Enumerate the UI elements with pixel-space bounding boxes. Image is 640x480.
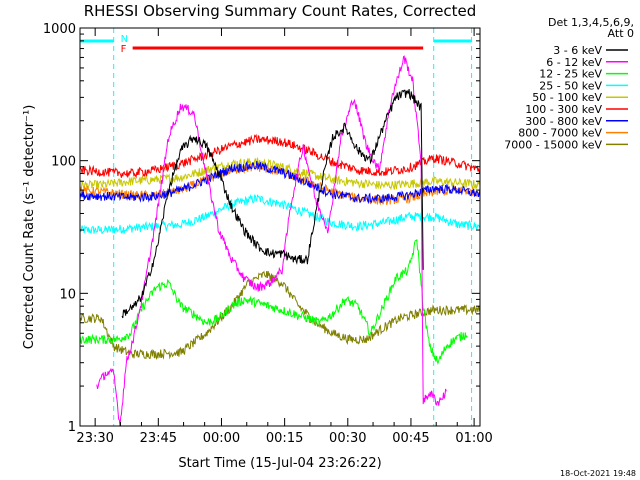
- axes: 23:30 23:45 00:00 00:15 00:30 00:45 01:00 1 10 10…: [43, 22, 493, 446]
- legend-label-0: 3 - 6 keV: [553, 44, 602, 57]
- y-tick-label-0: 1: [68, 420, 76, 435]
- plot-frame: [79, 27, 481, 427]
- y-tick-label-2: 100: [51, 155, 76, 170]
- y-axis-label: Corrected Count Rate (s⁻¹ detector⁻¹): [22, 105, 37, 350]
- series-line-4: [79, 157, 481, 191]
- x-tick-label-6: 01:00: [455, 431, 492, 446]
- series-lines: [79, 55, 481, 427]
- series-line-2: [79, 238, 468, 365]
- series-line-0: [121, 89, 424, 319]
- chart-title: RHESSI Observing Summary Count Rates, Co…: [84, 2, 477, 20]
- x-tick-label-3: 00:15: [266, 431, 303, 446]
- legend-label-8: 7000 - 15000 keV: [504, 138, 602, 151]
- legend-header-1: Att 0: [608, 27, 634, 40]
- x-tick-label-5: 00:45: [392, 431, 429, 446]
- series-line-8: [79, 270, 481, 360]
- x-axis-label: Start Time (15-Jul-04 23:26:22): [178, 456, 381, 471]
- legend-label-1: 6 - 12 keV: [546, 56, 602, 69]
- y-tick-label-1: 10: [59, 287, 76, 302]
- series-line-5: [79, 133, 481, 179]
- legend-label-3: 25 - 50 keV: [539, 79, 602, 92]
- x-tick-label-0: 23:30: [76, 431, 113, 446]
- legend-label-4: 50 - 100 keV: [532, 91, 602, 104]
- flag-bars: NF: [80, 34, 472, 55]
- series-line-6: [79, 160, 481, 205]
- legend-label-7: 800 - 7000 keV: [518, 127, 602, 140]
- x-tick-label-4: 00:30: [329, 431, 366, 446]
- series-line-1: [96, 55, 447, 427]
- timestamp-stamp: 18-Oct-2021 19:48: [560, 469, 636, 478]
- series-line-3: [79, 193, 481, 234]
- legend-label-2: 12 - 25 keV: [539, 68, 602, 81]
- legend-label-6: 300 - 800 keV: [525, 115, 602, 128]
- series-line-7: [79, 162, 481, 206]
- x-tick-label-1: 23:45: [140, 431, 177, 446]
- y-tick-label-3: 1000: [43, 22, 76, 37]
- legend-label-5: 100 - 300 keV: [525, 103, 602, 116]
- x-tick-label-2: 00:00: [203, 431, 240, 446]
- legend-header-0: Det 1,3,4,5,6,9,: [548, 16, 634, 29]
- night-flag-letter: N: [121, 34, 128, 45]
- flare-flag-letter: F: [121, 44, 127, 55]
